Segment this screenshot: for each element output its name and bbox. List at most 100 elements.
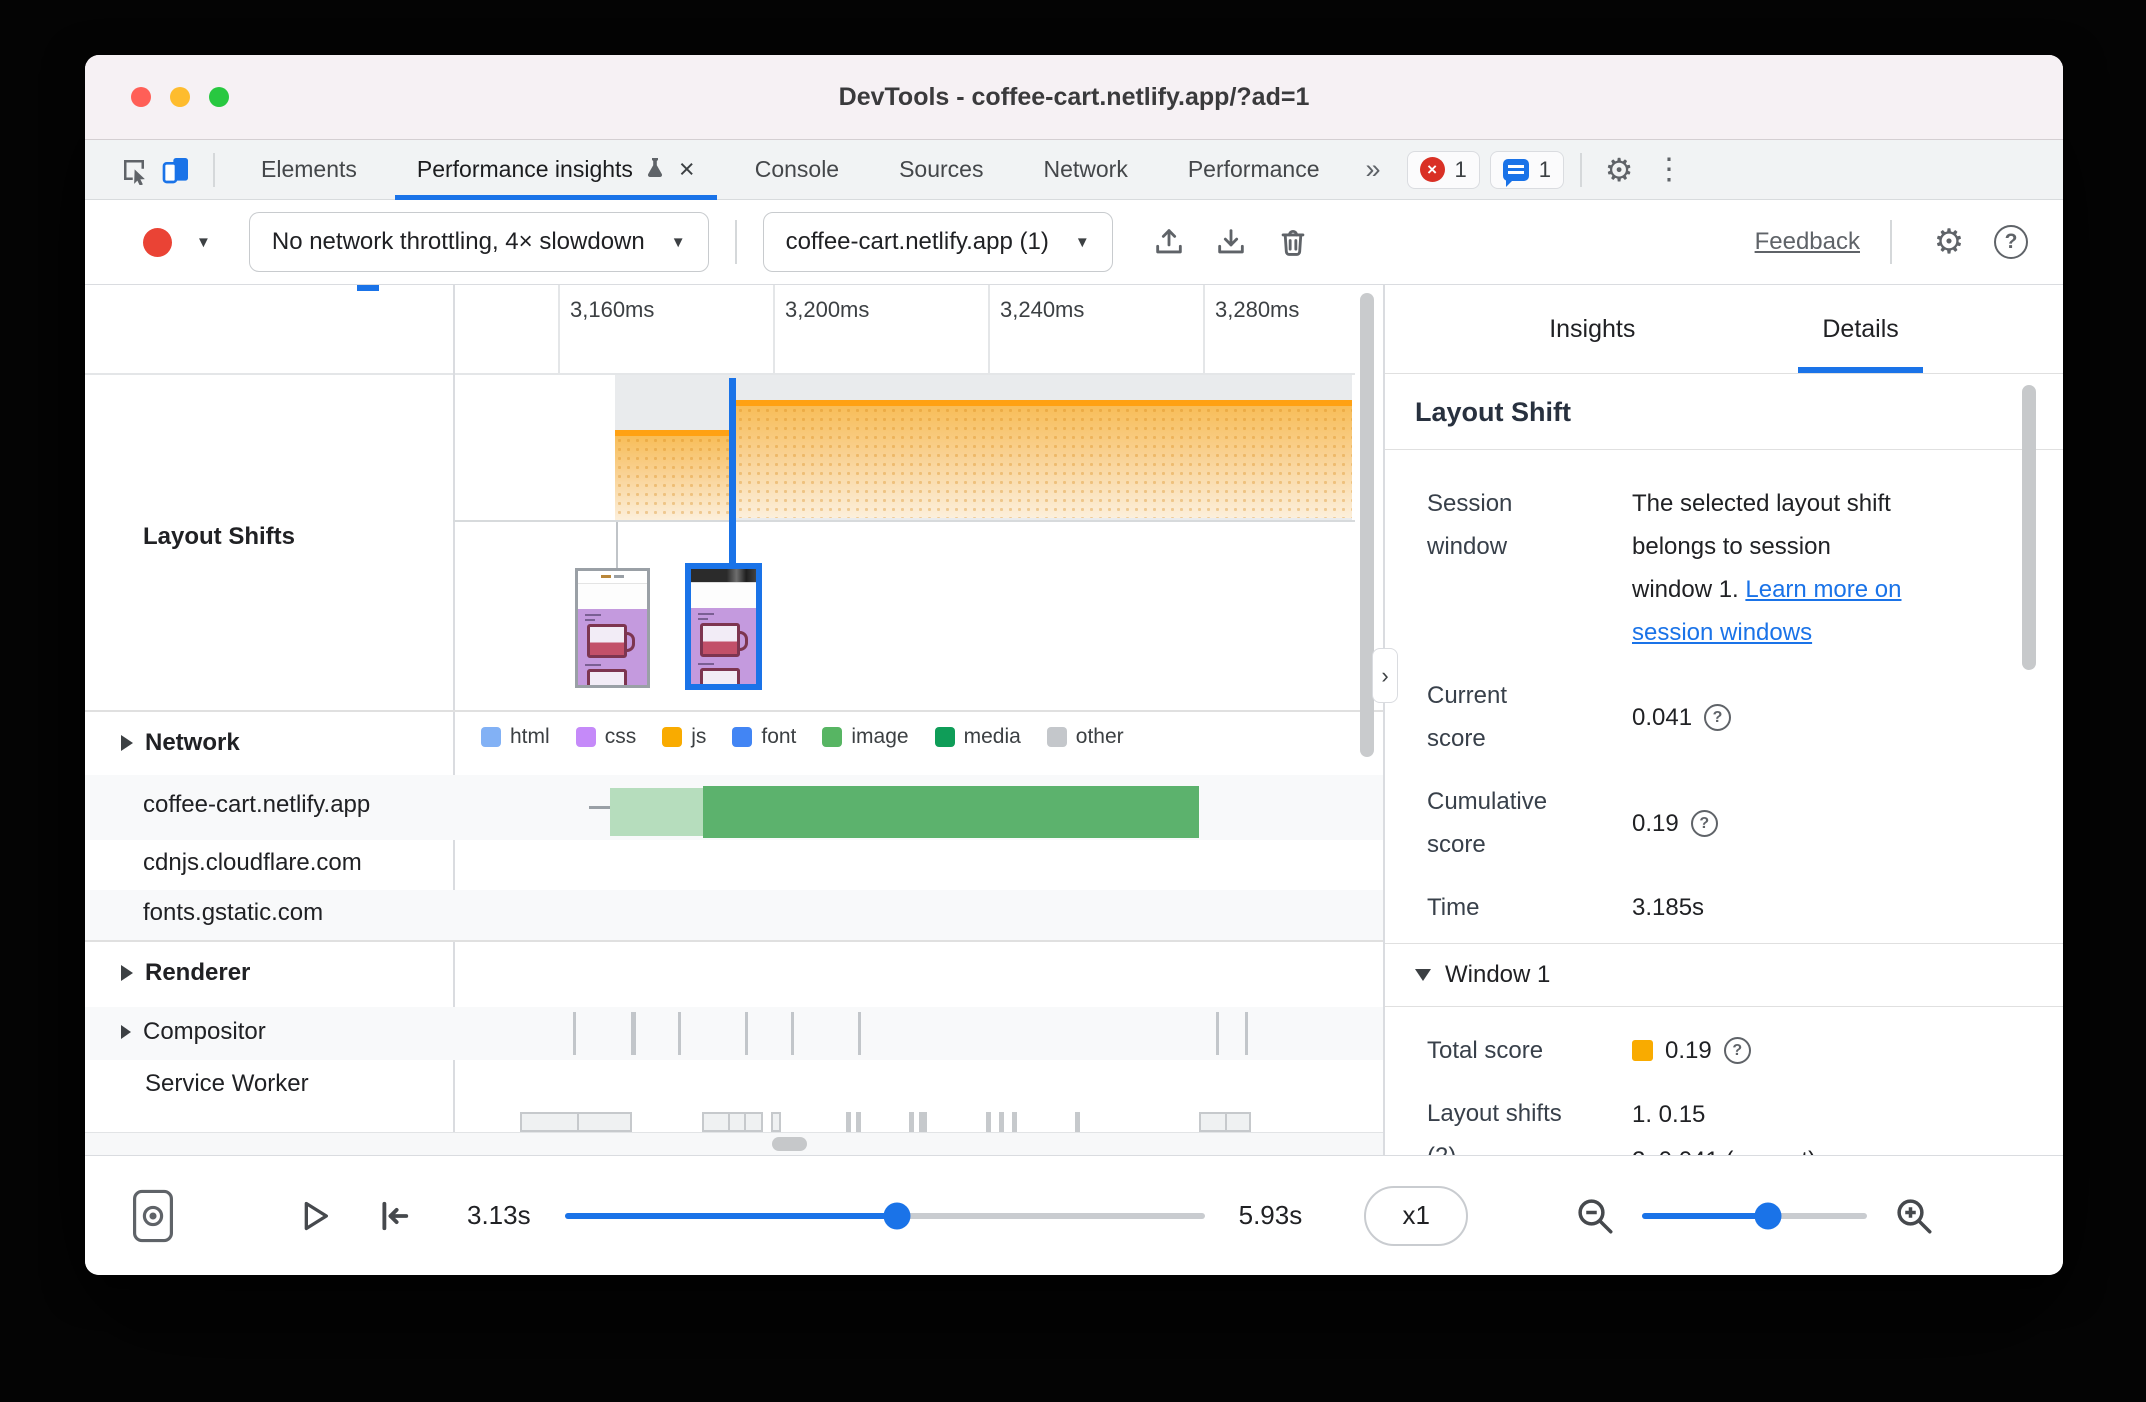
shift-list-item[interactable]: 1. 0.15 xyxy=(1632,1101,1706,1128)
window-1-section-header[interactable]: Window 1 xyxy=(1385,943,2063,1007)
zoom-out-icon[interactable] xyxy=(1574,1195,1616,1237)
renderer-track-header[interactable]: Renderer xyxy=(121,959,250,987)
panel-settings-gear-icon[interactable]: ⚙ xyxy=(1933,223,1965,261)
help-icon[interactable]: ? xyxy=(1704,703,1732,731)
playback-slider[interactable] xyxy=(564,1202,1205,1229)
total-score-row: Total score 0.19 ? xyxy=(1427,1029,2037,1072)
ruler-tick-label: 3,160ms xyxy=(570,297,655,322)
scrollbar-thumb[interactable] xyxy=(772,1137,807,1151)
details-vertical-scrollbar[interactable] xyxy=(2022,385,2036,670)
inspect-element-icon[interactable] xyxy=(113,148,155,192)
issues-badge[interactable]: 1 xyxy=(1489,150,1565,189)
record-options-caret-icon[interactable]: ▼ xyxy=(196,233,211,251)
zoom-slider[interactable] xyxy=(1642,1202,1868,1229)
marker-fragment xyxy=(357,285,379,291)
tab-sources[interactable]: Sources xyxy=(899,156,984,182)
tabbar-divider xyxy=(213,152,215,187)
compositor-row xyxy=(85,1007,1383,1060)
device-toolbar-icon[interactable] xyxy=(155,148,197,192)
tab-performance[interactable]: Performance xyxy=(1187,156,1320,182)
zoom-in-icon[interactable] xyxy=(1893,1195,1935,1237)
skip-to-start-icon[interactable] xyxy=(373,1195,415,1237)
window-title: DevTools - coffee-cart.netlify.app/?ad=1 xyxy=(838,82,1310,111)
layout-shift-event-1[interactable] xyxy=(615,430,729,520)
shift-list-item[interactable]: 2. 0.041 (current) xyxy=(1632,1138,1816,1155)
zoom-slider-thumb[interactable] xyxy=(1754,1202,1782,1229)
expand-triangle-icon xyxy=(121,735,133,751)
total-score-value: 0.19 xyxy=(1665,1037,1712,1064)
timeline-horizontal-scrollbar[interactable] xyxy=(85,1132,1383,1155)
play-icon[interactable] xyxy=(293,1196,333,1236)
learn-more-link[interactable]: Learn more on xyxy=(1745,576,1902,603)
session-window-row: Session window The selected layout shift… xyxy=(1427,482,2037,654)
collapse-triangle-icon xyxy=(1415,969,1431,981)
coffee-mug-graphic xyxy=(700,623,748,657)
panel-expand-chevron[interactable]: › xyxy=(1372,648,1398,703)
maximize-window-button[interactable] xyxy=(209,87,229,107)
ruler-gridline xyxy=(773,285,775,373)
compositor-track-header[interactable]: Compositor xyxy=(121,1018,266,1046)
close-tab-icon[interactable]: × xyxy=(678,154,695,184)
more-tabs-button[interactable]: » xyxy=(1365,154,1381,184)
message-bubble-icon xyxy=(1502,158,1529,187)
layout-shift-band xyxy=(615,375,1352,520)
time-row: Time 3.185s xyxy=(1427,886,2037,929)
network-request-bar-waiting[interactable] xyxy=(610,788,703,836)
import-icon[interactable] xyxy=(1143,216,1195,268)
playback-slider-thumb[interactable] xyxy=(883,1202,911,1229)
learn-more-link[interactable]: session windows xyxy=(1632,619,1813,646)
network-request-bar[interactable] xyxy=(703,786,1199,838)
timeline-vertical-scrollbar[interactable] xyxy=(1360,293,1374,757)
expand-triangle-icon xyxy=(121,1025,131,1039)
service-worker-track-label: Service Worker xyxy=(145,1070,309,1097)
throttling-select[interactable]: No network throttling, 4× slowdown ▼ xyxy=(248,212,709,272)
network-track-header[interactable]: Network xyxy=(121,729,240,757)
network-row-label: cdnjs.cloudflare.com xyxy=(143,849,362,876)
tab-details[interactable]: Details xyxy=(1798,285,1924,373)
toolbar-divider-2 xyxy=(1890,220,1892,264)
playback-speed-button[interactable]: x1 xyxy=(1364,1185,1469,1246)
playback-bar: 3.13s 5.93s x1 xyxy=(85,1155,2063,1275)
activity-block xyxy=(702,1112,763,1132)
help-icon[interactable]: ? xyxy=(1723,1037,1751,1064)
delete-recording-icon[interactable] xyxy=(1267,216,1319,268)
layout-shifts-list-row: Layout shifts (2) 1. 0.15 2. 0.041 (curr… xyxy=(1427,1092,2037,1155)
layout-shift-event-2[interactable] xyxy=(736,400,1352,518)
help-icon[interactable]: ? xyxy=(1690,809,1718,837)
kebab-menu-icon[interactable]: ⋮ xyxy=(1654,153,1685,186)
devtools-window: DevTools - coffee-cart.netlify.app/?ad=1… xyxy=(85,55,2063,1275)
total-time-label: 5.93s xyxy=(1238,1200,1303,1230)
details-panel-tabs: Insights Details xyxy=(1385,285,2063,373)
layout-shift-screenshot-1[interactable] xyxy=(575,568,650,688)
ruler-tick-label: 3,240ms xyxy=(1000,297,1085,322)
current-time-label: 3.13s xyxy=(467,1200,531,1230)
titlebar: DevTools - coffee-cart.netlify.app/?ad=1 xyxy=(85,55,2063,140)
layout-shift-screenshot-2-selected[interactable] xyxy=(685,563,762,690)
settings-gear-icon[interactable]: ⚙ xyxy=(1604,151,1634,188)
close-window-button[interactable] xyxy=(131,87,151,107)
issues-count: 1 xyxy=(1538,156,1552,182)
time-value: 3.185s xyxy=(1632,894,1705,921)
legend-item: other xyxy=(1046,725,1124,749)
minimize-window-button[interactable] xyxy=(170,87,190,107)
error-badge[interactable]: × 1 xyxy=(1406,150,1480,189)
page-select[interactable]: coffee-cart.netlify.app (1) ▼ xyxy=(762,212,1113,272)
main-content: 3,160ms 3,200ms 3,240ms 3,280ms xyxy=(85,285,2063,1155)
legend-swatch xyxy=(575,727,596,747)
record-button[interactable] xyxy=(143,227,172,257)
tab-elements[interactable]: Elements xyxy=(261,156,357,182)
legend-swatch xyxy=(822,727,843,747)
tab-console[interactable]: Console xyxy=(754,156,840,182)
tab-network[interactable]: Network xyxy=(1043,156,1128,182)
network-row xyxy=(85,890,1383,940)
expand-triangle-icon xyxy=(121,965,133,981)
feedback-link[interactable]: Feedback xyxy=(1754,228,1860,255)
legend-swatch xyxy=(662,727,683,747)
tab-performance-insights[interactable]: Performance insights × xyxy=(387,140,725,200)
screencast-preview-icon[interactable] xyxy=(131,1189,175,1243)
score-color-swatch xyxy=(1632,1040,1653,1061)
export-icon[interactable] xyxy=(1205,216,1257,268)
session-window-value: The selected layout shift belongs to ses… xyxy=(1632,490,1902,646)
tab-insights[interactable]: Insights xyxy=(1549,314,1636,343)
help-icon[interactable]: ? xyxy=(1985,216,2037,268)
